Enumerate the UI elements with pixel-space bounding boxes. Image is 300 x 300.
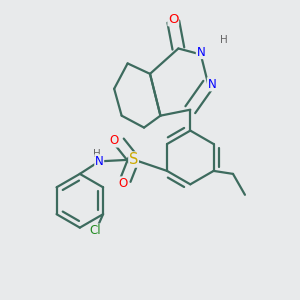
Text: O: O — [168, 13, 178, 26]
Text: N: N — [196, 46, 205, 59]
Text: H: H — [93, 149, 101, 159]
Text: Cl: Cl — [90, 224, 101, 237]
Text: N: N — [95, 155, 103, 168]
Text: S: S — [129, 152, 138, 167]
Text: O: O — [118, 177, 128, 190]
Text: N: N — [207, 78, 216, 91]
Text: O: O — [110, 134, 119, 147]
Text: H: H — [220, 35, 228, 45]
